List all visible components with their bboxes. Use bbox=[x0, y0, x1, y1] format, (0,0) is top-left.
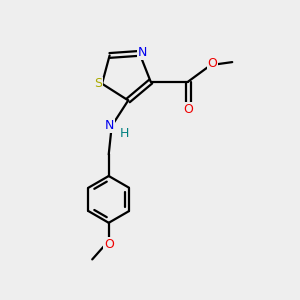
Text: O: O bbox=[183, 103, 193, 116]
Text: N: N bbox=[105, 119, 114, 132]
Text: H: H bbox=[120, 127, 129, 140]
Text: S: S bbox=[94, 77, 102, 90]
Text: O: O bbox=[104, 238, 114, 251]
Text: N: N bbox=[138, 46, 147, 59]
Text: O: O bbox=[207, 57, 217, 70]
